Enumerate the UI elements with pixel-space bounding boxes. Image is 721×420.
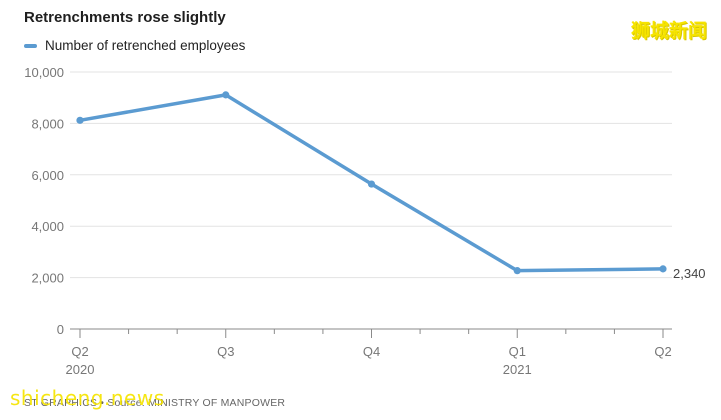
x-tick-label: Q1 (509, 344, 526, 359)
y-tick-label: 2,000 (31, 271, 64, 286)
x-tick-label: Q2 (654, 344, 671, 359)
x-tick-year-label: 2021 (503, 362, 532, 377)
chart-source: ST GRAPHICS • Source: MINISTRY OF MANPOW… (24, 397, 286, 409)
watermark-chinese: 狮城新闻 (630, 20, 707, 42)
y-tick-label: 6,000 (31, 168, 64, 183)
chart-legend: Number of retrenched employees (24, 38, 245, 53)
legend-label: Number of retrenched employees (45, 38, 246, 53)
data-point (367, 180, 376, 188)
data-point (513, 267, 521, 275)
y-tick-label: 8,000 (31, 116, 64, 131)
data-point (222, 91, 230, 99)
y-tick-label: 4,000 (31, 219, 64, 234)
x-tick-label: Q3 (217, 344, 234, 359)
x-tick-year-label: 2020 (66, 362, 95, 377)
x-tick-label: Q4 (363, 344, 380, 359)
y-tick-label: 0 (57, 322, 64, 337)
legend-swatch (24, 43, 37, 48)
watermark-english: shicheng.news (10, 386, 165, 410)
data-point (76, 116, 84, 124)
chart-title: Retrenchments rose slightly (24, 9, 226, 26)
end-value-label: 2,340 (673, 266, 706, 281)
y-tick-label: 10,000 (24, 65, 64, 80)
data-point (659, 265, 667, 273)
x-tick-label: Q2 (71, 344, 88, 359)
